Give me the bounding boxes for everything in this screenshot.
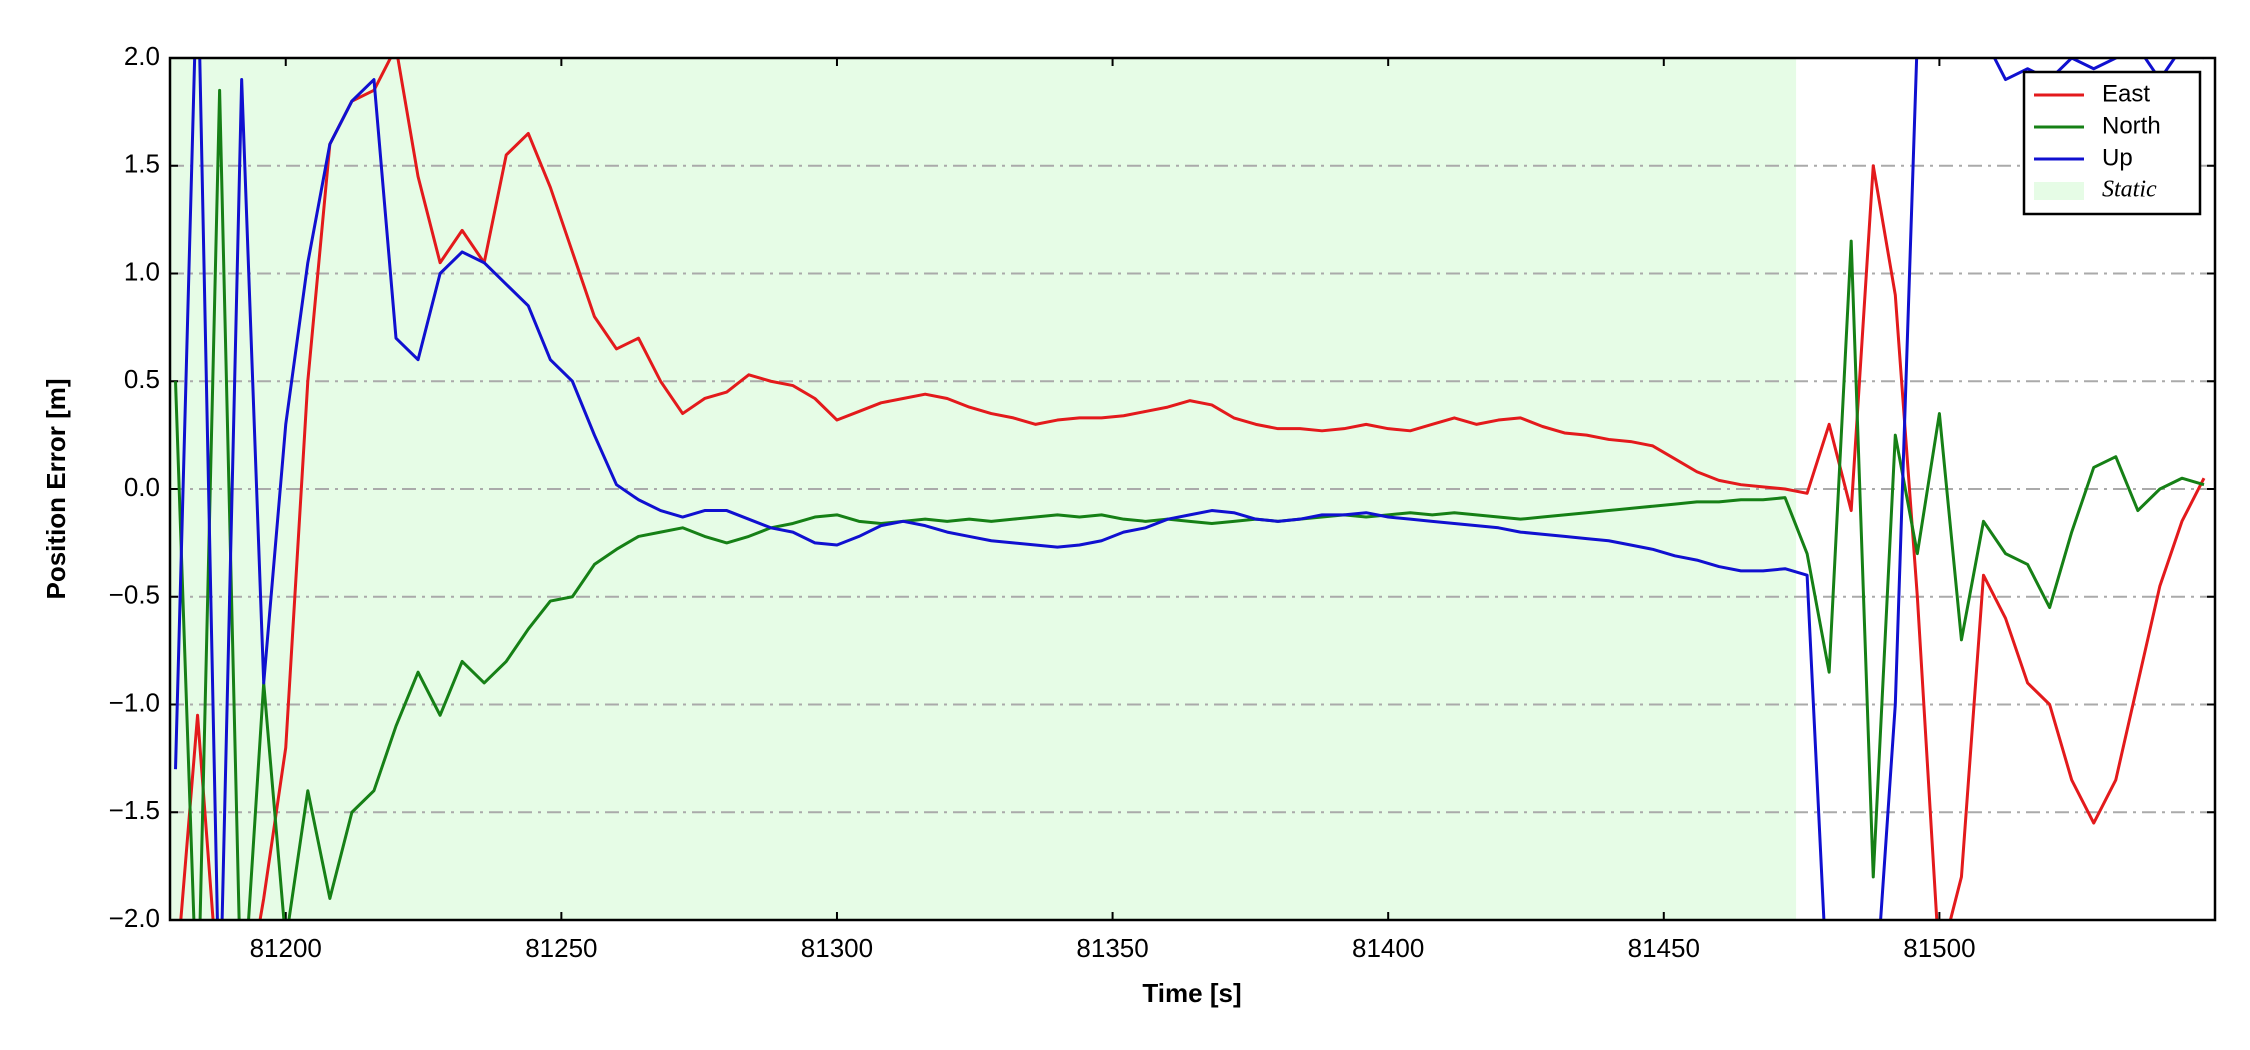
x-tick-label: 81350 <box>1076 933 1148 963</box>
legend-label: East <box>2102 80 2150 107</box>
y-tick-label: −1.5 <box>109 795 160 825</box>
y-tick-label: 0.0 <box>124 472 160 502</box>
x-tick-label: 81500 <box>1903 933 1975 963</box>
legend-label: North <box>2102 112 2161 139</box>
legend-label: Up <box>2102 144 2133 171</box>
x-axis-label: Time [s] <box>1142 978 1241 1008</box>
legend-key <box>2034 182 2084 200</box>
y-tick-label: 1.0 <box>124 256 160 286</box>
plot-area <box>174 58 2206 920</box>
y-tick-label: 0.5 <box>124 364 160 394</box>
series-line <box>174 88 2205 920</box>
y-tick-label: 2.0 <box>124 41 160 71</box>
y-tick-label: −0.5 <box>109 580 160 610</box>
series-line <box>179 58 2206 920</box>
x-tick-label: 81200 <box>250 933 322 963</box>
x-tick-label: 81400 <box>1352 933 1424 963</box>
y-axis-label: Position Error [m] <box>41 378 71 599</box>
legend-label: Static <box>2102 177 2157 203</box>
series-line <box>174 58 2204 920</box>
plot-frame <box>168 56 2217 922</box>
y-tick-label: 1.5 <box>124 149 160 179</box>
x-tick-label: 81250 <box>525 933 597 963</box>
x-tick-label: 81450 <box>1628 933 1700 963</box>
y-tick-label: −2.0 <box>109 903 160 933</box>
x-tick-label: 81300 <box>801 933 873 963</box>
y-tick-label: −1.0 <box>109 687 160 717</box>
